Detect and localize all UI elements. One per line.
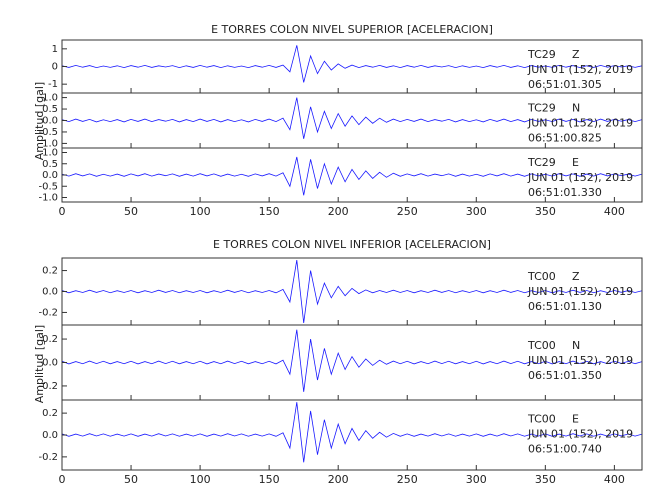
chart-title: E TORRES COLON NIVEL SUPERIOR [ACELERACI… — [211, 23, 493, 36]
y-tick-label: 1 — [52, 44, 58, 55]
y-tick-label: -0.2 — [38, 307, 58, 318]
waveform — [61, 402, 643, 463]
x-tick-label: 200 — [328, 473, 349, 486]
x-tick-label: 400 — [604, 205, 625, 218]
component-label: N — [572, 339, 580, 352]
station-label: TC29 — [527, 156, 556, 169]
x-tick-label: 250 — [397, 473, 418, 486]
y-tick-label: 0.2 — [42, 334, 58, 345]
y-tick-label: 0.0 — [42, 287, 58, 298]
time-label: 06:51:01.305 — [528, 78, 602, 91]
station-label: TC00 — [527, 413, 556, 426]
x-tick-label: 0 — [59, 205, 66, 218]
time-label: 06:51:00.740 — [528, 443, 602, 456]
waveform — [61, 329, 643, 392]
y-tick-label: 0.5 — [42, 159, 58, 170]
x-tick-label: 350 — [535, 205, 556, 218]
y-tick-label: -0.5 — [38, 181, 58, 192]
y-tick-label: 1.0 — [42, 148, 58, 159]
station-label: TC29 — [527, 48, 556, 61]
date-label: JUN 01 (152), 2019 — [527, 116, 633, 129]
x-tick-label: 150 — [259, 473, 280, 486]
y-tick-label: 0 — [52, 62, 58, 73]
x-tick-label: 350 — [535, 473, 556, 486]
y-tick-label: -1.0 — [38, 138, 58, 149]
x-tick-label: 100 — [190, 473, 211, 486]
date-label: JUN 01 (152), 2019 — [527, 428, 633, 441]
y-tick-label: 0.0 — [42, 358, 58, 369]
y-tick-label: 0.0 — [42, 430, 58, 441]
waveform — [61, 260, 643, 323]
x-tick-label: 50 — [124, 205, 138, 218]
x-tick-label: 50 — [124, 473, 138, 486]
component-label: N — [572, 101, 580, 114]
date-label: JUN 01 (152), 2019 — [527, 285, 633, 298]
time-label: 06:51:01.350 — [528, 369, 602, 382]
y-tick-label: 0.0 — [42, 116, 58, 127]
x-tick-label: 400 — [604, 473, 625, 486]
x-tick-label: 0 — [59, 473, 66, 486]
date-label: JUN 01 (152), 2019 — [527, 354, 633, 367]
x-tick-label: 200 — [328, 205, 349, 218]
y-tick-label: 1.0 — [42, 93, 58, 104]
y-tick-label: 0.2 — [42, 266, 58, 277]
y-tick-label: 0.0 — [42, 170, 58, 181]
waveform — [61, 45, 643, 83]
station-label: TC00 — [527, 270, 556, 283]
date-label: JUN 01 (152), 2019 — [527, 171, 633, 184]
y-tick-label: 0.5 — [42, 104, 58, 115]
chart-title: E TORRES COLON NIVEL INFERIOR [ACELERACI… — [213, 238, 491, 251]
y-tick-label: 0.2 — [42, 408, 58, 419]
x-tick-label: 300 — [466, 473, 487, 486]
component-label: E — [572, 413, 579, 426]
waveform — [61, 97, 643, 139]
station-label: TC29 — [527, 101, 556, 114]
y-tick-label: -0.2 — [38, 452, 58, 463]
component-label: Z — [572, 270, 580, 283]
y-tick-label: -1 — [48, 79, 58, 90]
time-label: 06:51:00.825 — [528, 131, 602, 144]
y-tick-label: -0.5 — [38, 127, 58, 138]
waveform — [61, 156, 643, 196]
x-tick-label: 300 — [466, 205, 487, 218]
y-axis-label: Amplitud [gal] — [33, 82, 46, 160]
y-tick-label: -0.2 — [38, 381, 58, 392]
station-label: TC00 — [527, 339, 556, 352]
x-tick-label: 150 — [259, 205, 280, 218]
y-tick-label: -1.0 — [38, 193, 58, 204]
component-label: Z — [572, 48, 580, 61]
x-tick-label: 100 — [190, 205, 211, 218]
component-label: E — [572, 156, 579, 169]
y-axis-label: Amplitud [gal] — [33, 325, 46, 403]
date-label: JUN 01 (152), 2019 — [527, 63, 633, 76]
time-label: 06:51:01.330 — [528, 186, 602, 199]
time-label: 06:51:01.130 — [528, 300, 602, 313]
x-tick-label: 250 — [397, 205, 418, 218]
